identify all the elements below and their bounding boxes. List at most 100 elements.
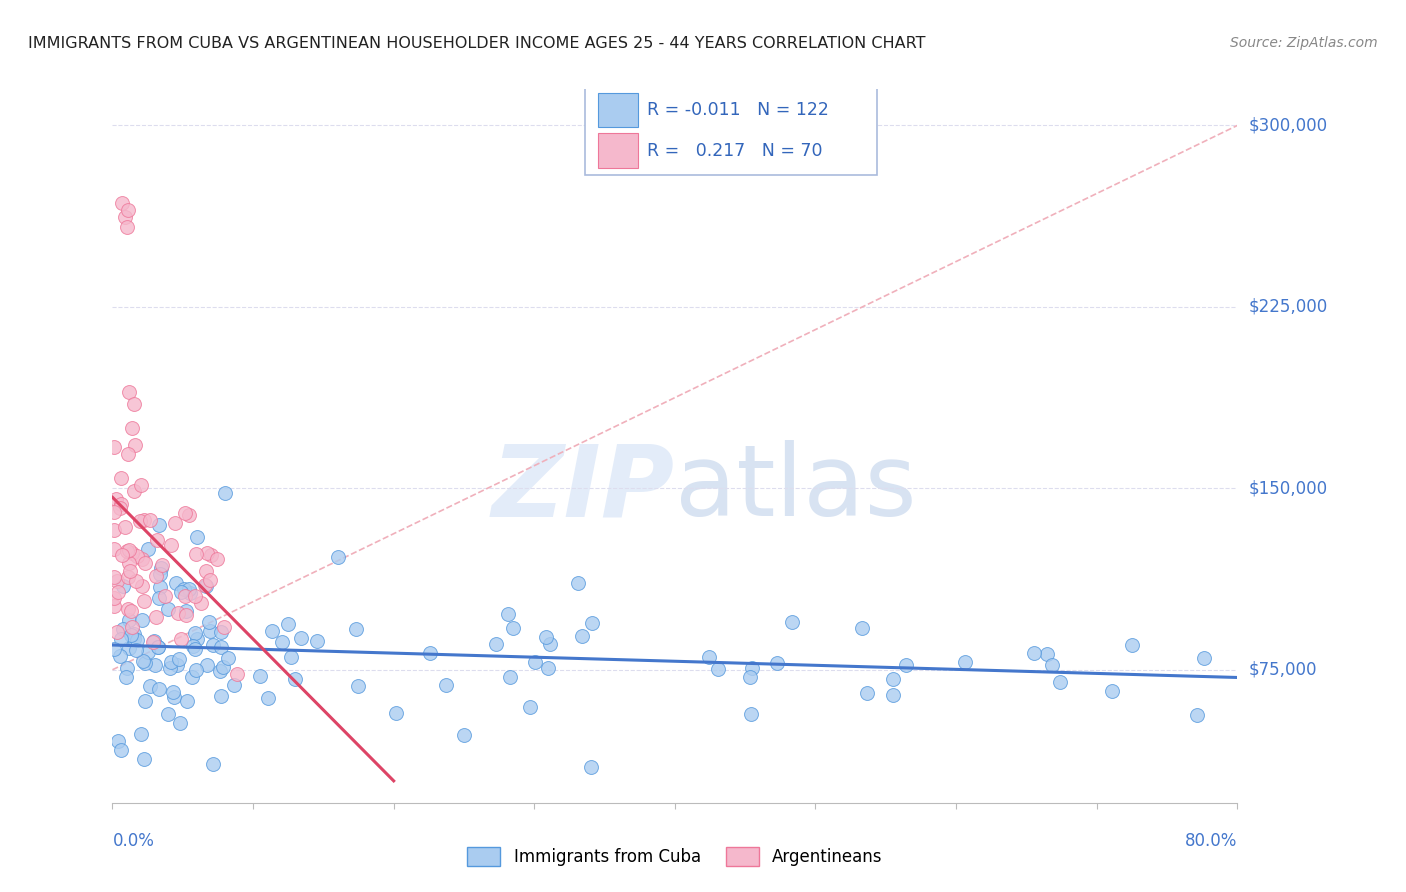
Point [955,656,977,670]
Point [103,440,125,454]
Point [128,514,150,528]
Point [143,633,166,648]
Point [186,547,208,561]
Point [174,604,197,618]
Point [209,625,232,640]
Text: 80.0%: 80.0% [1185,832,1237,850]
Point [177,582,200,597]
Point [148,517,170,532]
Point [257,691,280,706]
Point [150,560,173,574]
Text: $75,000: $75,000 [1249,661,1317,679]
Point [124,632,146,646]
Point [118,613,141,627]
Point [198,624,221,638]
Point [190,596,212,610]
Point [896,657,918,672]
Point [146,533,169,547]
Point [280,650,302,665]
Point [159,661,181,675]
Point [157,707,180,722]
Point [209,640,232,654]
Point [249,669,271,683]
Point [198,573,221,587]
Point [434,678,457,692]
Point [290,632,312,646]
Point [118,640,141,655]
Point [184,663,207,677]
Point [184,589,207,603]
Point [1035,647,1057,661]
Point [176,693,198,707]
Point [173,582,195,596]
Point [103,570,125,584]
Bar [599,93,638,127]
Point [284,673,307,687]
Point [103,523,125,537]
Point [117,570,139,584]
Point [139,679,162,693]
Point [165,516,187,530]
Point [200,549,222,563]
Point [142,635,165,649]
Point [120,604,142,618]
Legend: Immigrants from Cuba, Argentineans: Immigrants from Cuba, Argentineans [460,840,890,873]
Point [111,578,134,592]
Point [224,678,246,692]
Point [115,661,138,675]
Text: R =   0.217   N = 70: R = 0.217 N = 70 [647,142,823,160]
Point [117,203,139,218]
Point [121,546,143,560]
Point [851,621,873,635]
Point [134,512,156,526]
Point [124,438,146,452]
Point [179,508,201,523]
Point [536,630,558,644]
Point [105,574,128,588]
Point [149,580,172,594]
Point [165,575,187,590]
Point [347,679,370,693]
Point [146,640,169,654]
Point [117,602,139,616]
Point [129,478,152,492]
Point [162,685,184,699]
Point [115,670,138,684]
Point [122,627,145,641]
Point [208,665,231,679]
Point [882,689,904,703]
Point [118,564,141,578]
Point [194,565,217,579]
Point [110,500,132,515]
Point [149,567,172,582]
Point [765,657,787,671]
Point [184,626,207,640]
Point [118,543,141,558]
Point [155,589,177,603]
Point [707,662,730,676]
Point [326,549,349,564]
Point [581,615,603,630]
Point [136,645,159,659]
Point [186,530,208,544]
Point [419,646,441,660]
Point [115,220,138,235]
Point [124,574,146,588]
Point [538,637,561,651]
Point [156,601,179,615]
Point [115,544,138,558]
Point [170,632,193,646]
Point [214,486,236,500]
Point [499,670,522,684]
Text: $225,000: $225,000 [1249,298,1327,316]
Point [121,421,143,435]
Point [105,625,128,640]
Text: $150,000: $150,000 [1249,479,1327,498]
Point [117,447,139,461]
Point [107,584,129,599]
Point [1185,707,1208,722]
Point [205,552,228,566]
Point [132,654,155,668]
Point [198,615,221,629]
Point [882,672,904,686]
